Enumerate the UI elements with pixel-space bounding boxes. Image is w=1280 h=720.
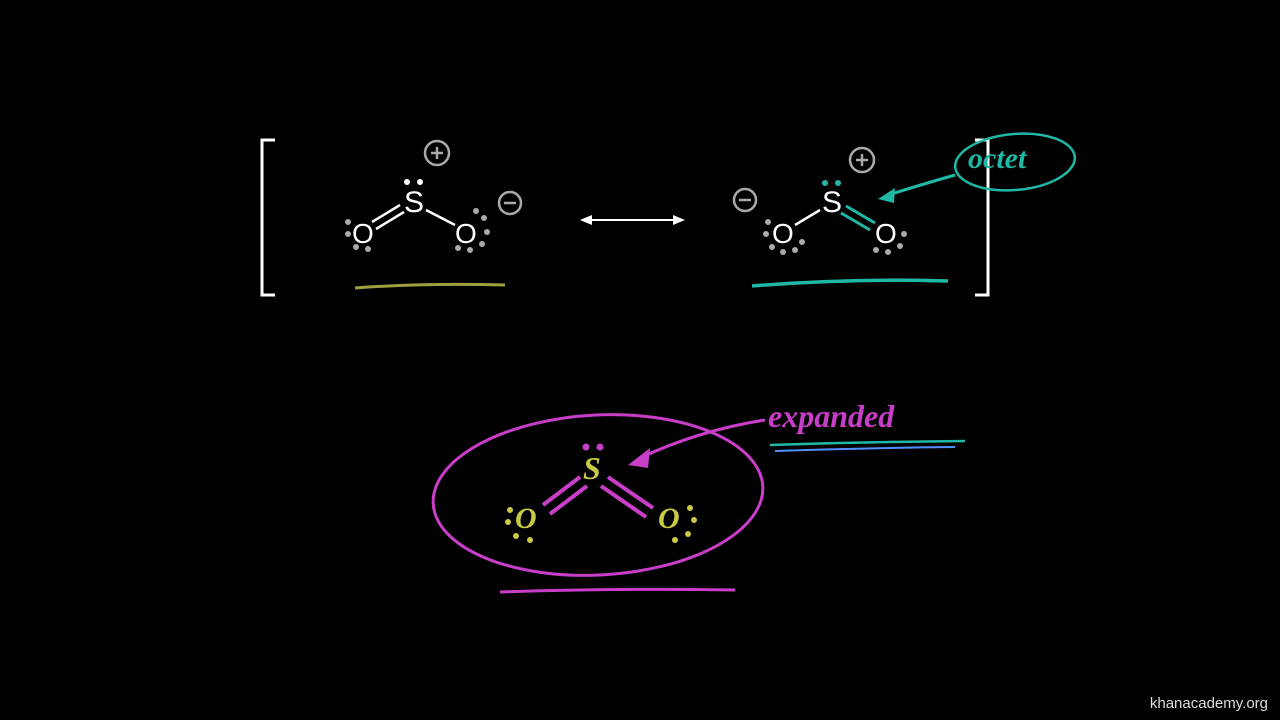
struct1-sulfur: S <box>404 186 424 220</box>
struct3-oxygen-left: O <box>515 502 537 536</box>
expanded-label: expanded <box>768 398 894 435</box>
struct1-oxygen-left: O <box>352 218 374 250</box>
watermark: khanacademy.org <box>1150 695 1268 712</box>
struct2-oxygen-right: O <box>875 218 897 250</box>
struct2-oxygen-left: O <box>772 218 794 250</box>
struct3-oxygen-right: O <box>658 502 680 536</box>
struct3-sulfur: S <box>583 450 601 487</box>
struct1-oxygen-right: O <box>455 218 477 250</box>
struct2-sulfur: S <box>822 186 842 220</box>
diagram-svg <box>0 0 1280 720</box>
octet-label: octet <box>968 142 1026 176</box>
